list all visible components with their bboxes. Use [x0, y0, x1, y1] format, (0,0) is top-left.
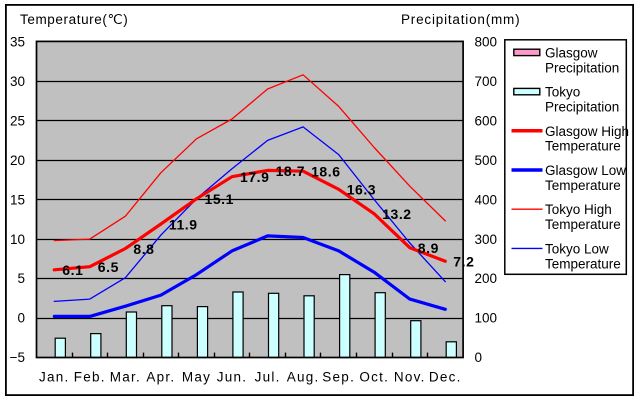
- svg-text:10: 10: [10, 232, 25, 247]
- svg-text:Apr.: Apr.: [146, 370, 175, 385]
- svg-text:Glasgow Low: Glasgow Low: [545, 163, 626, 178]
- svg-text:0: 0: [475, 350, 483, 365]
- svg-text:−5: −5: [10, 350, 25, 365]
- svg-text:Precipitation(mm): Precipitation(mm): [401, 12, 520, 27]
- svg-text:500: 500: [475, 153, 498, 168]
- svg-text:Temperature: Temperature: [545, 256, 621, 271]
- svg-text:Precipitation: Precipitation: [545, 100, 619, 115]
- svg-text:Mar.: Mar.: [110, 370, 141, 385]
- svg-text:Temperature: Temperature: [545, 217, 621, 232]
- svg-text:Jul.: Jul.: [255, 370, 281, 385]
- svg-text:100: 100: [475, 311, 498, 326]
- svg-text:Temperature: Temperature: [545, 139, 621, 154]
- svg-text:13.2: 13.2: [382, 206, 411, 222]
- svg-text:Nov.: Nov.: [394, 370, 426, 385]
- svg-text:Jun.: Jun.: [217, 370, 248, 385]
- svg-text:5: 5: [17, 271, 25, 286]
- svg-text:600: 600: [475, 113, 498, 128]
- svg-text:Temperature: Temperature: [545, 178, 621, 193]
- svg-text:Glasgow: Glasgow: [545, 45, 598, 60]
- svg-text:8.9: 8.9: [418, 240, 439, 256]
- svg-text:8.8: 8.8: [133, 241, 154, 257]
- svg-text:Precipitation: Precipitation: [545, 60, 619, 75]
- svg-text:Temperature(℃): Temperature(℃): [20, 12, 128, 27]
- svg-text:7.2: 7.2: [453, 254, 474, 270]
- svg-text:17.9: 17.9: [240, 169, 269, 185]
- svg-text:Dec.: Dec.: [429, 370, 462, 385]
- svg-text:6.5: 6.5: [98, 259, 119, 275]
- svg-text:18.7: 18.7: [276, 163, 305, 179]
- svg-text:Tokyo High: Tokyo High: [545, 202, 612, 217]
- svg-text:300: 300: [475, 232, 498, 247]
- svg-text:18.6: 18.6: [311, 164, 340, 180]
- svg-text:35: 35: [10, 34, 25, 49]
- svg-text:16.3: 16.3: [347, 182, 376, 198]
- svg-text:700: 700: [475, 74, 498, 89]
- svg-text:6.1: 6.1: [62, 262, 83, 278]
- svg-text:15.1: 15.1: [205, 191, 234, 207]
- svg-text:Tokyo: Tokyo: [545, 85, 580, 100]
- svg-text:Aug.: Aug.: [287, 370, 320, 385]
- svg-text:Glasgow High: Glasgow High: [545, 124, 629, 139]
- svg-text:200: 200: [475, 271, 498, 286]
- svg-text:20: 20: [10, 153, 25, 168]
- svg-text:Jan.: Jan.: [39, 370, 70, 385]
- svg-text:May: May: [182, 370, 211, 385]
- svg-text:400: 400: [475, 192, 498, 207]
- svg-text:0: 0: [17, 311, 25, 326]
- svg-text:15: 15: [10, 192, 25, 207]
- svg-text:25: 25: [10, 113, 25, 128]
- svg-text:11.9: 11.9: [169, 216, 198, 232]
- svg-text:Oct.: Oct.: [359, 370, 389, 385]
- svg-text:Tokyo Low: Tokyo Low: [545, 241, 609, 256]
- svg-text:800: 800: [475, 34, 498, 49]
- svg-text:Sep.: Sep.: [322, 370, 355, 385]
- svg-text:Feb.: Feb.: [74, 370, 106, 385]
- svg-text:30: 30: [10, 74, 25, 89]
